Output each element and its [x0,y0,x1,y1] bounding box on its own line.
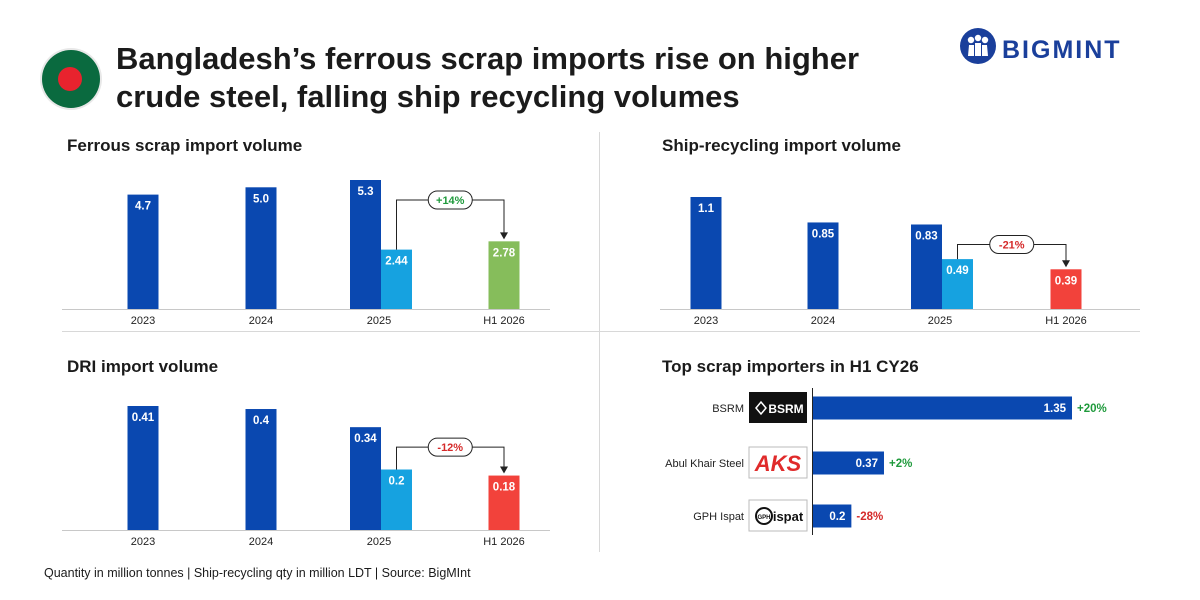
ferrous-change-label: +14% [436,195,465,207]
importer-bar [813,451,884,475]
dri-bar-2025 [350,427,381,530]
ferrous-chart-title: Ferrous scrap import volume [67,136,303,155]
ferrous-data-label: 5.0 [253,193,269,205]
ferrous-tick-label: 2023 [131,315,155,327]
ship-bar-2025 [911,224,942,309]
gph-logo-text: GPH [757,515,770,521]
importer-value-label: 1.35 [1044,403,1067,415]
dri-data-label: 0.18 [493,482,516,494]
importer-value-label: 0.37 [856,458,878,470]
bigmint-logo: BIGMINT [958,26,1158,70]
arrow-down-icon [500,466,508,474]
ship-tick-label: 2025 [928,315,952,327]
ship-data-label: 0.83 [915,230,937,242]
ferrous-bar-2025 [350,180,381,309]
ferrous-bar-2023 [127,194,159,309]
ferrous-bar-h1-2026 [488,241,520,309]
importer-name: BSRM [712,403,744,415]
ferrous-data-label: 2.78 [493,247,516,259]
footer-note: Quantity in million tonnes | Ship-recycl… [44,566,471,580]
importer-logo-bsrm: BSRM [749,392,807,423]
dri-tick-label: 2024 [249,536,273,548]
ship-tick-label: 2024 [811,315,835,327]
ship-change-badge [989,234,1035,254]
ship-data-label: 0.39 [1055,275,1077,287]
arrow-down-icon [1062,260,1070,268]
ispat-logo-text: ispat [773,509,804,524]
dri-data-label: 0.2 [389,476,405,488]
ferrous-data-label: 4.7 [135,201,151,213]
gph-logo-icon [755,507,773,525]
importer-logo-gph-ispat: GPH ispat [748,499,808,532]
page-title: Bangladesh’s ferrous scrap imports rise … [116,41,860,114]
importer-change-label: +20% [1077,403,1107,415]
ferrous-tick-label: 2024 [249,315,273,327]
ship-bar-2024 [807,222,839,309]
importer-name: Abul Khair Steel [665,458,744,470]
panel-divider-horizontal [62,331,1140,332]
importer-bar [813,396,1072,420]
ship-data-label: 0.85 [812,228,835,240]
arrow-down-icon [500,232,508,240]
ferrous-data-label: 2.44 [385,256,408,268]
dri-bar-2024 [245,409,277,530]
dri-tick-label: H1 2026 [483,536,525,548]
ferrous-tick-label: 2025 [367,315,391,327]
ship-data-label: 1.1 [698,203,715,215]
bigmint-logo-icon [960,28,996,64]
ferrous-bar-2024 [245,187,277,309]
dri-tick-label: 2023 [131,536,155,548]
aks-logo-text: AKS [754,451,802,476]
importer-logo-abul-khair-steel: AKS [748,446,808,479]
importers-chart-title: Top scrap importers in H1 CY26 [662,357,919,376]
ferrous-data-label: 5.3 [358,186,374,198]
importer-change-label: +2% [889,458,912,470]
bigmint-wordmark: BIGMINT [1002,36,1122,64]
importer-change-label: -28% [856,511,883,523]
ferrous-bar-2025-partial [381,249,412,309]
dri-bar-2025-partial [381,469,412,530]
dri-data-label: 0.34 [354,433,377,445]
dri-bar-h1-2026 [488,475,520,530]
panel-divider-vertical [599,132,600,552]
importer-value-label: 0.2 [829,511,845,523]
ship-change-label: -21% [999,239,1025,251]
ship-bar-h1-2026 [1050,269,1082,309]
dri-change-badge [427,437,473,457]
dri-chart-title: DRI import volume [67,357,219,376]
bangladesh-flag-icon [42,50,100,108]
importer-name: GPH Ispat [693,511,744,523]
ferrous-tick-label: H1 2026 [483,315,525,327]
dri-change-label: -12% [437,442,463,454]
bsrm-logo-icon [755,400,767,416]
ship-bar-2023 [690,197,722,309]
bsrm-logo-text: BSRM [768,402,803,416]
dri-tick-label: 2025 [367,536,391,548]
importer-bar [813,504,852,528]
ship-data-label: 0.49 [946,265,968,277]
dri-data-label: 0.41 [132,412,155,424]
ferrous-change-badge [427,190,473,210]
dri-bar-2023 [127,406,159,530]
ship-tick-label: H1 2026 [1045,315,1087,327]
ship-bar-2025-partial [942,259,973,309]
dri-data-label: 0.4 [253,415,270,427]
ship-chart-title: Ship-recycling import volume [662,136,901,155]
ship-tick-label: 2023 [694,315,718,327]
